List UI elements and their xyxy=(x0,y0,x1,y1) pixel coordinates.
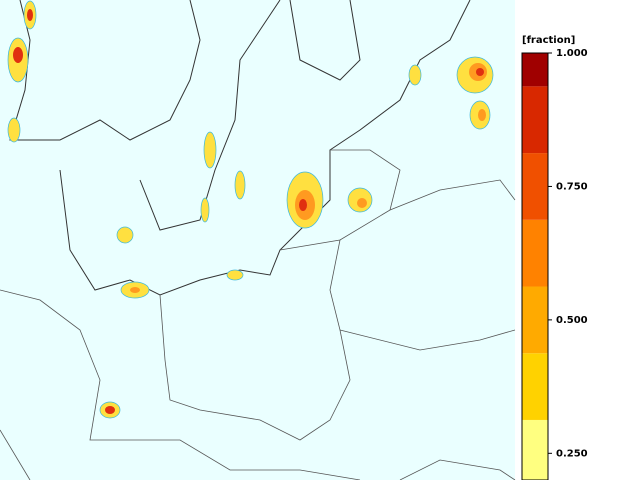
colorbar-tick-label: 0.500 xyxy=(556,315,588,326)
colorbar-swatch xyxy=(522,286,548,354)
map-background xyxy=(0,0,515,480)
colorbar-swatch xyxy=(522,219,548,287)
colorbar-label: [fraction] xyxy=(522,35,575,46)
colorbar-swatch xyxy=(522,419,548,480)
colorbar-swatch xyxy=(522,53,548,87)
colorbar-swatch xyxy=(522,353,548,420)
colorbar-tick-label: 0.750 xyxy=(556,181,588,192)
fraction-field xyxy=(7,0,494,419)
colorbar-tick-label: 1.000 xyxy=(556,48,588,59)
map-geography xyxy=(0,0,516,480)
colorbar-swatch xyxy=(522,153,548,220)
colorbar-tick-label: 0.250 xyxy=(556,448,588,459)
colorbar-frame xyxy=(521,52,549,480)
colorbar-swatch xyxy=(522,86,548,154)
